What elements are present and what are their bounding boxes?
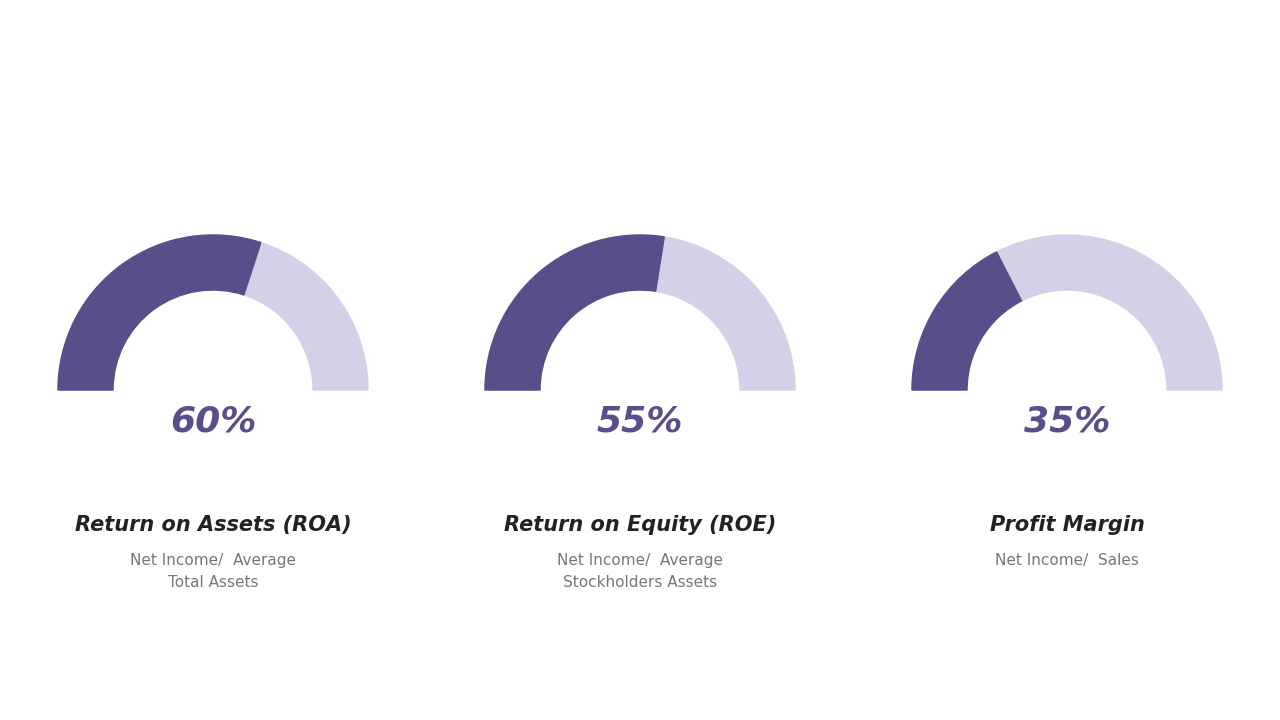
Text: 55%: 55% xyxy=(596,405,684,439)
Wedge shape xyxy=(58,235,369,390)
Text: Profitability Ratios: Profitability Ratios xyxy=(70,36,543,79)
Text: Net Income/  Sales: Net Income/ Sales xyxy=(995,553,1139,568)
Wedge shape xyxy=(58,235,261,390)
Text: Return on Equity (ROE): Return on Equity (ROE) xyxy=(504,515,776,535)
Text: Net Income/  Average
Total Assets: Net Income/ Average Total Assets xyxy=(131,553,296,590)
Wedge shape xyxy=(485,235,664,390)
Text: Net Income/  Average
Stockholders Assets: Net Income/ Average Stockholders Assets xyxy=(557,553,723,590)
Text: Profit Margin: Profit Margin xyxy=(989,515,1144,535)
Wedge shape xyxy=(911,252,1021,390)
Text: 60%: 60% xyxy=(170,405,256,439)
Wedge shape xyxy=(911,235,1222,390)
Wedge shape xyxy=(485,235,795,390)
Text: 35%: 35% xyxy=(1024,405,1110,439)
Text: Return on Assets (ROA): Return on Assets (ROA) xyxy=(74,515,351,535)
